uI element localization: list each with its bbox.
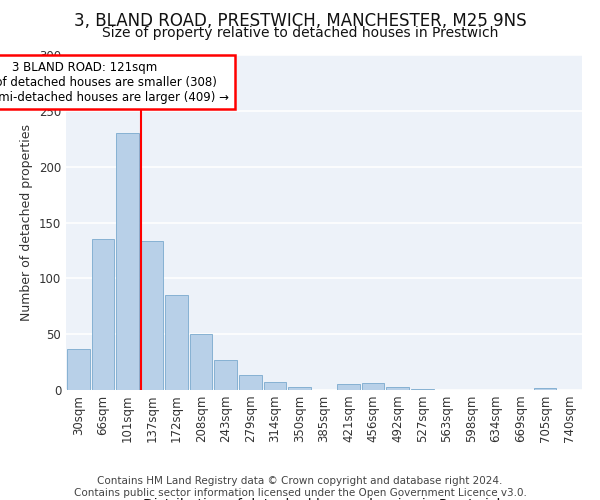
Bar (411, 389, 434, 390)
Bar (534, 388, 556, 390)
Bar (288, 386, 311, 390)
Text: Size of property relative to detached houses in Prestwich: Size of property relative to detached ho… (102, 26, 498, 40)
Text: Contains HM Land Registry data © Crown copyright and database right 2024.
Contai: Contains HM Land Registry data © Crown c… (74, 476, 526, 498)
Bar (190, 334, 212, 390)
Bar (337, 384, 360, 390)
Y-axis label: Number of detached properties: Number of detached properties (20, 124, 34, 321)
Bar (263, 382, 286, 390)
Bar (214, 360, 237, 390)
X-axis label: Distribution of detached houses by size in Prestwich: Distribution of detached houses by size … (143, 498, 505, 500)
Text: 3, BLAND ROAD, PRESTWICH, MANCHESTER, M25 9NS: 3, BLAND ROAD, PRESTWICH, MANCHESTER, M2… (74, 12, 526, 30)
Bar (140, 242, 163, 390)
Bar (92, 240, 114, 390)
Bar (165, 295, 188, 390)
Bar (67, 348, 89, 390)
Text: 3 BLAND ROAD: 121sqm
← 43% of detached houses are smaller (308)
57% of semi-deta: 3 BLAND ROAD: 121sqm ← 43% of detached h… (0, 60, 229, 104)
Bar (386, 386, 409, 390)
Bar (362, 384, 385, 390)
Bar (239, 376, 262, 390)
Bar (116, 133, 139, 390)
